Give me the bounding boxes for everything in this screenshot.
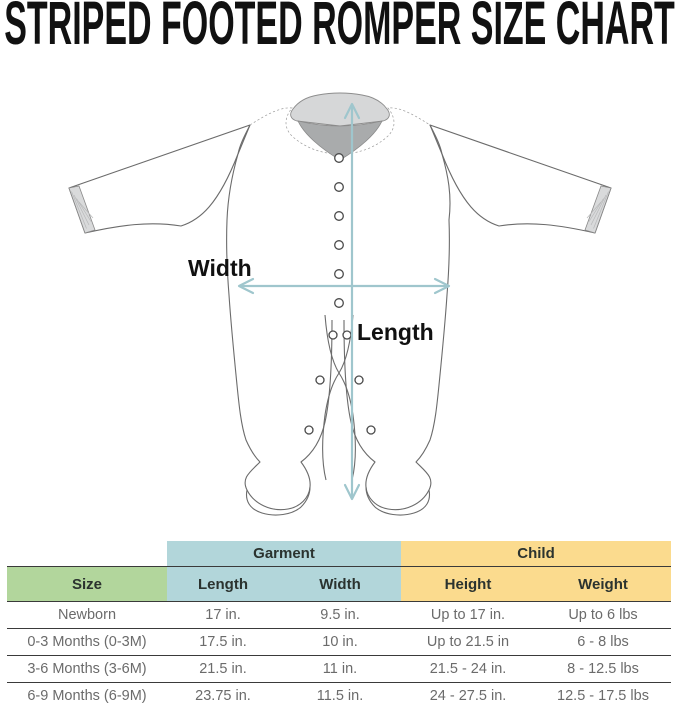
svg-text:Length: Length [357, 319, 434, 345]
svg-text:Width: Width [188, 255, 252, 281]
